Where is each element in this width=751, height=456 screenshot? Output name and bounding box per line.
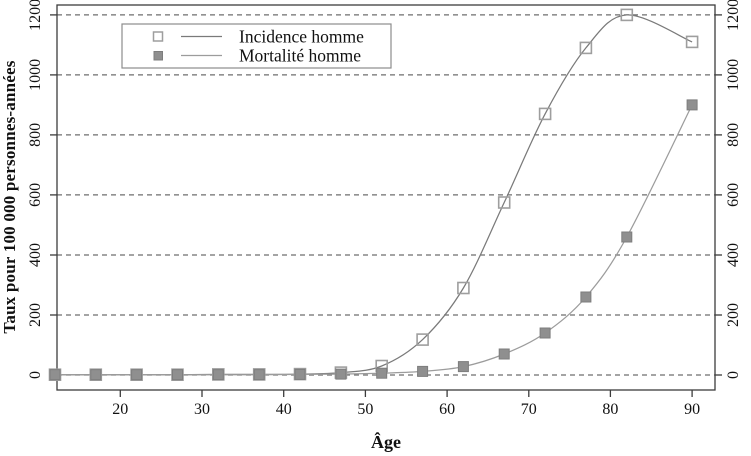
incidence-marker — [457, 281, 470, 295]
x-tick-label-90: 90 — [684, 401, 700, 418]
mortalite-marker — [686, 99, 698, 111]
x-tick-label-80: 80 — [602, 401, 618, 418]
x-tick-label-70: 70 — [521, 401, 537, 418]
legend-label-incidence: Incidence homme — [239, 27, 364, 47]
mortalite-marker — [376, 367, 388, 379]
y-tick-label-left-400: 400 — [27, 243, 44, 267]
y-tick-label-left-1000: 1000 — [27, 59, 44, 91]
incidence-marker — [579, 41, 593, 55]
mortalite-marker — [417, 365, 429, 377]
mortalite-marker — [498, 348, 510, 360]
y-tick-label-right-1200: 1200 — [725, 0, 742, 31]
legend-open-square-icon — [152, 31, 164, 42]
mortalite-marker — [172, 369, 183, 381]
incidence-marker — [620, 8, 634, 22]
grid-layer — [57, 14, 715, 376]
y-axis-title: Taux pour 100 000 personnes-années — [0, 60, 19, 333]
x-tick-label-30: 30 — [194, 401, 210, 418]
mortalite-marker — [621, 231, 633, 243]
y-tick-label-right-1000: 1000 — [725, 59, 742, 91]
mortalite-marker — [131, 369, 143, 381]
y-tick-label-left-0: 0 — [27, 371, 44, 379]
y-tick-label-left-600: 600 — [27, 183, 44, 207]
axis-layer: 0 0 200 200 400 400 600 600 800 800 1000 1000 1200 12… — [27, 0, 742, 418]
legend-label-mortalite: Mortalité homme — [239, 46, 361, 66]
incidence-marker — [685, 35, 699, 49]
mortalite-marker — [49, 369, 61, 381]
mortalite-marker — [539, 327, 551, 339]
incidence-marker — [416, 333, 429, 346]
series-layer — [48, 8, 699, 382]
mortalite-line — [54, 104, 693, 376]
mortalite-marker — [580, 291, 592, 303]
mortalite-marker — [294, 368, 306, 380]
plot-border — [56, 4, 716, 391]
mortalite-marker — [335, 368, 347, 380]
legend-filled-square-icon — [153, 51, 163, 61]
incidence-marker — [538, 107, 552, 121]
y-tick-label-right-400: 400 — [725, 243, 742, 267]
x-tick-label-20: 20 — [112, 401, 128, 418]
x-tick-label-50: 50 — [357, 401, 373, 418]
mortalite-marker — [90, 369, 102, 381]
y-tick-label-right-800: 800 — [725, 123, 742, 147]
x-axis-title: Âge — [371, 431, 401, 452]
y-tick-label-left-800: 800 — [27, 123, 44, 147]
y-tick-label-right-200: 200 — [725, 303, 742, 327]
mortalite-marker — [212, 369, 224, 381]
incidence-marker — [497, 196, 511, 209]
mortalite-marker — [253, 369, 265, 381]
x-tick-label-40: 40 — [276, 401, 292, 418]
y-tick-label-left-200: 200 — [27, 303, 44, 327]
x-tick-label-60: 60 — [439, 401, 455, 418]
y-tick-label-left-1200: 1200 — [27, 0, 44, 31]
y-tick-label-right-600: 600 — [725, 183, 742, 207]
mortalite-marker — [457, 361, 469, 373]
y-tick-label-right-0: 0 — [725, 371, 742, 379]
legend-box — [121, 23, 392, 69]
